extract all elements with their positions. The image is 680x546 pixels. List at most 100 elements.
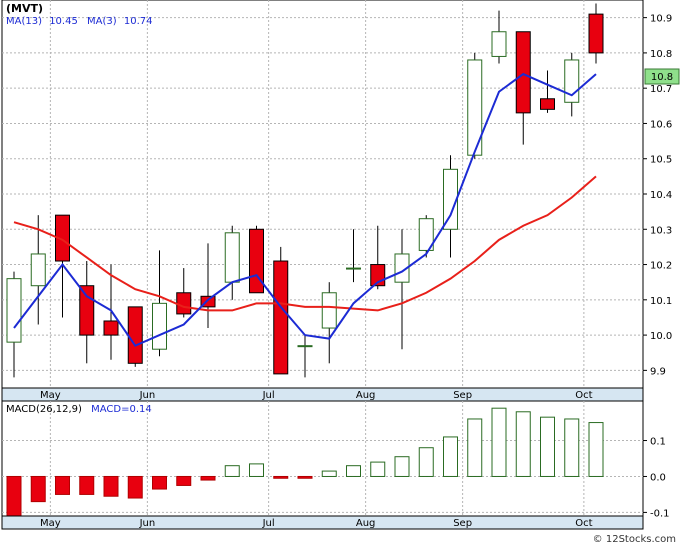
candle-body [540, 98, 555, 110]
month-label: Oct [575, 390, 592, 401]
macd-legend: MACD(26,12,9) MACD=0.14 [6, 404, 152, 415]
candle-body [249, 228, 264, 294]
price-tick-label: 10.0 [650, 331, 672, 342]
candle-body [152, 302, 167, 350]
candle-body [127, 306, 143, 364]
price-tick-label: 10.5 [650, 155, 672, 166]
candle [443, 155, 458, 258]
macd-bar [297, 475, 313, 479]
macd-bar [103, 475, 119, 497]
candle [152, 250, 167, 357]
price-panel: 9.910.010.110.210.310.410.510.610.710.81… [1, 0, 680, 389]
candle-body [103, 320, 119, 336]
candle-body [515, 31, 531, 114]
macd-bar [200, 475, 216, 481]
candle [6, 271, 22, 378]
candle [224, 225, 240, 300]
macd-bar [370, 461, 386, 477]
month-label: May [40, 390, 61, 401]
legend-line: MA(13) 10.45 MA(3) 10.74 [6, 16, 152, 27]
price-tick-label: 10.8 [650, 49, 672, 60]
candle [540, 70, 555, 113]
candle [346, 229, 361, 283]
last-price-badge: 10.8 [644, 68, 680, 85]
candle [467, 52, 483, 159]
macd-bars [6, 407, 604, 517]
ma13-line [13, 175, 597, 312]
price-tick-label: 10.1 [650, 296, 672, 307]
macd-tick-label: 0.0 [650, 472, 666, 483]
macd-bar [540, 416, 555, 477]
chart-title: (MVT) [6, 2, 43, 15]
macd-tick-label: 0.1 [650, 437, 666, 448]
macd-bar [346, 465, 361, 477]
candle-body [588, 13, 604, 54]
macd-month-label: Oct [575, 518, 592, 529]
price-tick-label: 10.6 [650, 119, 672, 130]
candle-body [321, 292, 337, 329]
macd-month-label: Aug [356, 518, 376, 529]
month-label: Jul [262, 390, 275, 401]
macd-bar [79, 475, 95, 495]
macd-bar [273, 475, 289, 479]
macd-legend-value: 0.14 [130, 404, 152, 415]
ma3-legend-value: 10.74 [124, 16, 153, 27]
candle [200, 243, 216, 329]
macd-bar [176, 475, 192, 486]
month-label: Jun [139, 390, 156, 401]
macd-panel: -0.1 0.0 0.1 MACD(26,12,9) MACD=0.14 [1, 400, 670, 519]
macd-bar [224, 465, 240, 477]
price-tick-label: 9.9 [650, 366, 666, 377]
candle-body [200, 295, 216, 308]
ma13-legend-label: MA(13) [6, 16, 42, 27]
macd-bar [321, 470, 337, 477]
ma13-legend-value: 10.45 [49, 16, 78, 27]
candle [297, 335, 313, 378]
month-label: Sep [453, 390, 472, 401]
candle-body [394, 253, 410, 283]
price-tick-label: 10.7 [650, 84, 672, 95]
macd-bar [152, 475, 167, 490]
macd-bar [564, 418, 580, 477]
macd-bar [443, 436, 458, 477]
macd-bar [249, 463, 264, 477]
candle-body [6, 278, 22, 343]
price-tick-label: 10.2 [650, 261, 672, 272]
macd-month-label: May [40, 518, 61, 529]
candle-body [467, 59, 483, 156]
ma3-legend-label: MA(3) [87, 16, 117, 27]
candle [588, 3, 604, 64]
candle [55, 214, 70, 318]
macd-bar [127, 475, 143, 499]
macd-bar [588, 422, 604, 477]
macd-bar [467, 418, 483, 477]
candle-body [418, 218, 434, 251]
macd-y-axis: -0.1 0.0 0.1 [643, 437, 670, 519]
macd-month-label: Sep [453, 518, 472, 529]
macd-bar [6, 475, 22, 517]
candle-body [297, 345, 313, 348]
price-y-axis: 9.910.010.110.210.310.410.510.610.710.81… [643, 14, 672, 377]
price-tick-label: 10.9 [650, 14, 672, 25]
macd-tick-label: -0.1 [650, 508, 670, 519]
macd-x-axis: May Jun Jul Aug Sep Oct [1, 515, 644, 530]
candle [127, 306, 143, 367]
macd-bar [30, 475, 46, 503]
last-price-label: 10.8 [651, 72, 673, 83]
candle [321, 282, 337, 364]
candle [394, 229, 410, 350]
watermark: © 12Stocks.com [593, 534, 676, 545]
candle-body [443, 168, 458, 230]
candle-body [30, 253, 46, 287]
macd-bar [394, 456, 410, 477]
macd-bar [418, 447, 434, 477]
macd-bar [55, 475, 70, 495]
candle-body [346, 267, 361, 270]
macd-title: MACD(26,12,9) [6, 404, 82, 415]
candle-body [273, 260, 289, 375]
macd-legend-label: MACD [91, 404, 121, 415]
candle [30, 215, 46, 325]
price-x-axis: May Jun Jul Aug Sep Oct [1, 387, 644, 402]
price-tick-label: 10.4 [650, 190, 672, 201]
